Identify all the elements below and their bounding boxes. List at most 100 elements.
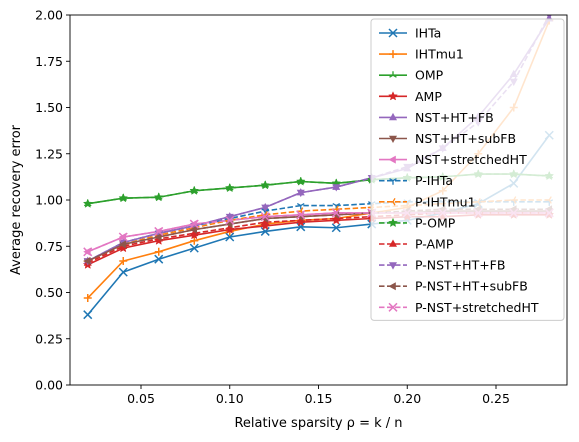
data-point-p-amp: [225, 223, 234, 231]
x-tick-label: 0.15: [305, 391, 333, 406]
legend-marker: [389, 239, 397, 247]
legend-marker: [389, 112, 397, 121]
legend-label: P-NST+HT+subFB: [415, 279, 528, 294]
legend-marker: [389, 50, 397, 59]
legend-marker: [388, 217, 398, 228]
y-tick-label: 0.25: [35, 331, 63, 346]
data-point-p-omp: [295, 176, 306, 186]
legend-entry-nst-ht-subfb: NST+HT+subFB: [379, 131, 516, 146]
legend-label: OMP: [415, 68, 444, 83]
axes: 0.05 0.10 0.15 0.20 0.25 0.00 0.25 0.50 0.75 1.00…: [35, 8, 568, 406]
data-point-p-nst-ht-subfb: [189, 225, 198, 234]
legend-entry-p-nst-ht-fb: P-NST+HT+FB: [379, 258, 505, 273]
legend-label: IHTa: [415, 26, 441, 41]
legend-entry-p-nst-stretchedht: P-NST+stretchedHT: [379, 300, 539, 315]
data-point-p-nst-ht-fb: [225, 213, 234, 222]
data-point-p-nst-stretchedht: [154, 226, 164, 236]
legend-marker: [389, 197, 396, 206]
data-point-p-nst-stretchedht: [83, 247, 93, 257]
legend-marker: [388, 28, 398, 38]
y-tick-label: 1.25: [35, 146, 63, 161]
y-tick-label: 0.50: [35, 285, 63, 300]
data-point-p-nst-ht-subfb: [83, 257, 91, 266]
legend-entry-p-nst-ht-subfb: P-NST+HT+subFB: [379, 279, 528, 294]
legend-label: P-NST+HT+FB: [415, 258, 505, 273]
legend-marker: [389, 262, 397, 270]
y-axis-label: Average recovery error: [9, 124, 24, 275]
data-point-ihta: [331, 223, 341, 233]
x-tick-label: 0.10: [216, 391, 244, 406]
legend-entry-amp: AMP: [379, 89, 442, 104]
legend-label: P-AMP: [415, 237, 454, 252]
data-point-ihta: [154, 254, 164, 264]
data-point-ihtmu1: [119, 257, 128, 266]
data-point-p-nst-stretchedht: [331, 208, 341, 218]
series-line-p-nst-ht-subfb: [87, 208, 550, 262]
legend-marker: [389, 178, 397, 185]
data-point-ihta: [189, 243, 199, 253]
data-point-ihtmu1: [190, 236, 199, 245]
series-line-p-amp: [87, 212, 550, 264]
data-point-ihtmu1: [83, 294, 92, 303]
data-point-p-nst-stretchedht: [260, 212, 270, 222]
legend-label: P-NST+stretchedHT: [415, 300, 539, 315]
data-point-p-nst-ht-fb: [261, 204, 270, 212]
legend-marker: [389, 135, 397, 143]
data-point-p-nst-ht-fb: [546, 15, 552, 20]
data-point-p-nst-stretchedht: [296, 210, 306, 220]
legend-marker: [388, 282, 396, 291]
legend-entry-nst-ht-fb: NST+HT+FB: [379, 110, 494, 125]
legend-entry-p-ihta: P-IHTa: [379, 173, 453, 188]
data-point-p-omp: [224, 182, 235, 193]
data-point-p-amp: [296, 215, 305, 224]
y-tick-label: 1.50: [35, 100, 63, 115]
legend-entry-p-omp: P-OMP: [379, 215, 456, 230]
data-point-p-omp: [118, 192, 129, 203]
legend-entry-ihta: IHTa: [379, 26, 441, 41]
data-point-ihta: [225, 232, 235, 242]
legend-entry-p-ihtmu1: P-IHTmu1: [379, 194, 476, 209]
data-point-ihta: [296, 222, 306, 232]
legend-label: AMP: [415, 89, 442, 104]
series-line-p-ihtmu1: [87, 199, 550, 262]
legend-marker: [389, 71, 397, 78]
legend-marker: [388, 302, 398, 312]
y-tick-label: 1.75: [35, 54, 63, 69]
data-point-p-amp: [190, 228, 199, 237]
legend: IHTa IHTmu1 OMP AMP NST+HT+FB NST+HT+subFB NST…: [370, 18, 565, 321]
y-tick-label: 1.00: [35, 193, 63, 208]
x-tick-label: 0.25: [482, 391, 510, 406]
legend-label: NST+HT+subFB: [415, 131, 516, 146]
legend-entry-nst-stretchedht: NST+stretchedHT: [379, 152, 527, 167]
legend-entry-ihtmu1: IHTmu1: [379, 47, 464, 62]
legend-marker: [388, 91, 398, 101]
data-point-ihta: [83, 310, 93, 320]
legend-label: IHTmu1: [415, 47, 464, 62]
x-tick-label: 0.05: [127, 391, 155, 406]
legend-label: P-IHTmu1: [415, 194, 476, 209]
data-point-p-nst-ht-subfb: [154, 233, 162, 241]
legend-entry-omp: OMP: [379, 68, 444, 83]
legend-label: NST+HT+FB: [415, 110, 494, 125]
data-point-p-omp: [153, 192, 164, 202]
legend-entry-p-amp: P-AMP: [379, 237, 454, 252]
legend-label: P-OMP: [415, 215, 456, 230]
data-point-p-nst-stretchedht: [189, 219, 199, 229]
data-point-p-omp: [189, 185, 200, 195]
y-tick-label: 0.00: [35, 378, 63, 393]
data-point-ihta: [118, 267, 128, 277]
data-point-p-nst-ht-fb: [296, 189, 305, 198]
data-point-ihtmu1: [154, 247, 163, 256]
data-point-p-omp: [82, 198, 93, 208]
x-axis-label: Relative sparsity ρ = k / n: [234, 416, 402, 431]
legend-label: P-IHTa: [415, 173, 453, 188]
data-point-p-amp: [261, 217, 270, 225]
x-tick-label: 0.20: [393, 391, 421, 406]
y-tick-label: 0.75: [35, 239, 63, 254]
y-tick-label: 2.00: [35, 8, 63, 23]
data-point-p-ihta: [296, 202, 305, 210]
data-point-p-nst-ht-subfb: [118, 240, 127, 249]
legend-marker: [388, 155, 396, 164]
legend-box: [370, 18, 565, 321]
